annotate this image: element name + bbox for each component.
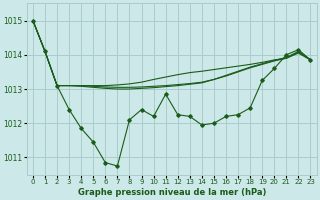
X-axis label: Graphe pression niveau de la mer (hPa): Graphe pression niveau de la mer (hPa): [77, 188, 266, 197]
